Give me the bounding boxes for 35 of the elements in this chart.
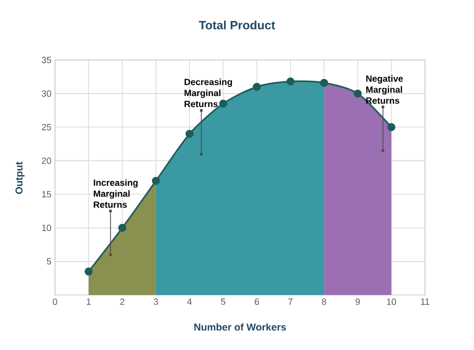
x-axis-title: Number of Workers — [194, 323, 286, 331]
y-tick-label: 10 — [42, 224, 52, 232]
chart-title: Total Product — [198, 20, 276, 30]
x-tick-label: 5 — [221, 298, 226, 305]
point — [286, 77, 294, 86]
y-tick-label: 5 — [46, 258, 52, 265]
x-tick-label: 7 — [288, 298, 292, 305]
point — [186, 130, 194, 138]
point — [84, 267, 93, 276]
y-tick-label: 25 — [42, 124, 52, 130]
x-tick-label: 0 — [52, 298, 58, 305]
x-tick-label: 1 — [86, 298, 91, 305]
x-tick-label: 11 — [421, 298, 430, 305]
annotation: Increasing Marginal Returns — [94, 179, 138, 208]
point — [354, 90, 362, 98]
annotation: Negative Marginal Returns — [366, 75, 403, 104]
y-tick-label: 20 — [42, 158, 52, 164]
x-tick-label: 6 — [254, 298, 259, 305]
y-tick-label: 35 — [42, 56, 52, 64]
x-tick-label: 2 — [120, 298, 124, 305]
x-tick-label: 10 — [387, 298, 396, 305]
point — [387, 123, 396, 132]
x-tick-label: 9 — [356, 298, 360, 305]
y-tick-label: 30 — [42, 90, 52, 97]
point — [252, 82, 261, 91]
y-tick-label: 15 — [42, 191, 52, 198]
x-tick-label: 8 — [322, 298, 326, 305]
annotation: Decreasing Marginal Returns — [184, 78, 232, 108]
point — [152, 176, 160, 185]
point — [219, 100, 228, 108]
x-tick-label: 4 — [187, 298, 192, 305]
point — [320, 78, 328, 87]
point — [118, 224, 126, 232]
y-axis-title: Output — [15, 162, 25, 194]
x-tick-label: 3 — [154, 298, 158, 305]
